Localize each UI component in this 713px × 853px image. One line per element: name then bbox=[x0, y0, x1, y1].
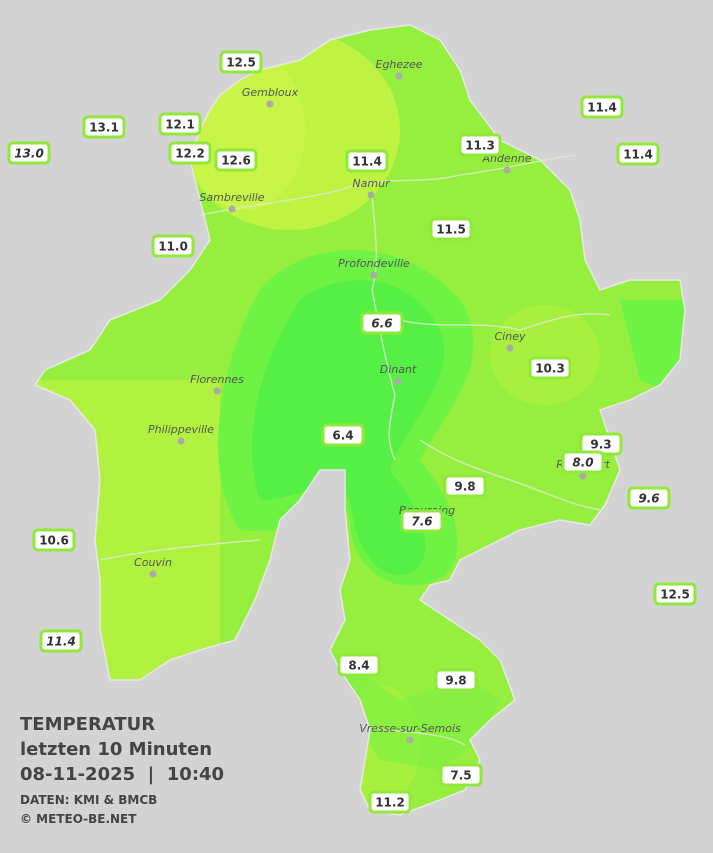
station-box bbox=[360, 311, 404, 335]
station-box bbox=[82, 115, 126, 139]
station-box bbox=[151, 234, 195, 258]
station-value: 9.6 bbox=[638, 492, 659, 506]
city-dot bbox=[579, 472, 587, 480]
city-dot bbox=[406, 736, 414, 744]
station-value: 12.1 bbox=[165, 118, 195, 132]
station-box bbox=[434, 668, 478, 692]
city-label: Ciney bbox=[495, 330, 526, 343]
station-value: 12.5 bbox=[226, 56, 256, 70]
station-box bbox=[627, 486, 671, 510]
city-label: Couvin bbox=[134, 556, 172, 569]
station-value: 8.4 bbox=[348, 659, 369, 673]
station-value: 11.5 bbox=[436, 223, 466, 237]
station-value: 9.8 bbox=[445, 674, 466, 688]
station-value: 11.4 bbox=[587, 101, 617, 115]
station-box bbox=[439, 763, 483, 787]
city-label: Eghezee bbox=[376, 58, 423, 71]
city-label: Dinant bbox=[380, 363, 417, 376]
city-dot bbox=[506, 344, 514, 352]
station-box bbox=[400, 509, 444, 533]
city-dot bbox=[149, 570, 157, 578]
station-box bbox=[368, 790, 412, 814]
station-box bbox=[653, 582, 697, 606]
legend-source: DATEN: KMI & BMCB bbox=[20, 793, 157, 807]
station-value: 11.4 bbox=[352, 155, 382, 169]
city-dot bbox=[370, 271, 378, 279]
station-value: 12.5 bbox=[660, 588, 690, 602]
city-label: Gembloux bbox=[242, 86, 299, 99]
station-value: 13.0 bbox=[14, 147, 44, 161]
city-dot bbox=[503, 166, 511, 174]
station-value: 11.4 bbox=[623, 148, 653, 162]
city-dot bbox=[228, 205, 236, 213]
station-box bbox=[39, 629, 83, 653]
city-label: Vresse-sur-Semois bbox=[359, 722, 461, 735]
station-value: 10.3 bbox=[535, 362, 565, 376]
station-box bbox=[219, 50, 263, 74]
station-value: 8.0 bbox=[572, 456, 593, 470]
station-value: 10.6 bbox=[39, 534, 69, 548]
city-label: Namur bbox=[352, 177, 391, 190]
station-value: 11.0 bbox=[158, 240, 188, 254]
station-box bbox=[345, 149, 389, 173]
city-label: Florennes bbox=[190, 373, 244, 386]
city-dot bbox=[395, 72, 403, 80]
city-dot bbox=[177, 437, 185, 445]
station-value: 11.3 bbox=[465, 139, 495, 153]
legend-credit: © METEO-BE.NET bbox=[20, 812, 137, 826]
city-dot bbox=[367, 191, 375, 199]
city-dot bbox=[266, 100, 274, 108]
city-label: Philippeville bbox=[148, 423, 214, 436]
station-box bbox=[616, 142, 660, 166]
station-value: 13.1 bbox=[89, 121, 119, 135]
station-box bbox=[321, 423, 365, 447]
station-value: 9.8 bbox=[454, 480, 475, 494]
station-box bbox=[158, 112, 202, 136]
station-box bbox=[214, 148, 258, 172]
stations: 12.5 13.1 12.1 13.0 12.2 12.6 11.4 11.3 11.4 11.4… bbox=[7, 50, 697, 814]
station-value: 9.3 bbox=[590, 438, 611, 452]
city-label: Sambreville bbox=[199, 191, 264, 204]
station-box bbox=[580, 95, 624, 119]
city-dot bbox=[394, 377, 402, 385]
station-box bbox=[561, 450, 605, 474]
station-box bbox=[443, 474, 487, 498]
city-label: Profondeville bbox=[338, 257, 410, 270]
station-value: 11.4 bbox=[46, 635, 76, 649]
legend: TEMPERATUR letzten 10 Minuten 08-11-2025… bbox=[20, 714, 224, 826]
station-value: 11.2 bbox=[375, 796, 405, 810]
legend-subtitle: letzten 10 Minuten bbox=[20, 739, 212, 760]
station-box bbox=[168, 141, 212, 165]
station-box bbox=[7, 141, 51, 165]
station-box bbox=[32, 528, 76, 552]
station-value: 6.4 bbox=[332, 429, 353, 443]
station-value: 7.6 bbox=[411, 515, 432, 529]
cities: EghezeeGemblouxAndenneNamurSambrevillePr… bbox=[134, 58, 610, 744]
station-box bbox=[337, 653, 381, 677]
station-value: 12.6 bbox=[221, 154, 251, 168]
station-box bbox=[429, 217, 473, 241]
legend-timestamp: 08-11-2025 | 10:40 bbox=[20, 764, 224, 785]
station-box bbox=[528, 356, 572, 380]
legend-title: TEMPERATUR bbox=[20, 714, 155, 735]
station-box bbox=[458, 133, 502, 157]
rivers bbox=[99, 154, 611, 746]
station-value: 6.6 bbox=[371, 317, 392, 331]
station-value: 12.2 bbox=[175, 147, 205, 161]
station-value: 7.5 bbox=[450, 769, 471, 783]
city-dot bbox=[213, 387, 221, 395]
